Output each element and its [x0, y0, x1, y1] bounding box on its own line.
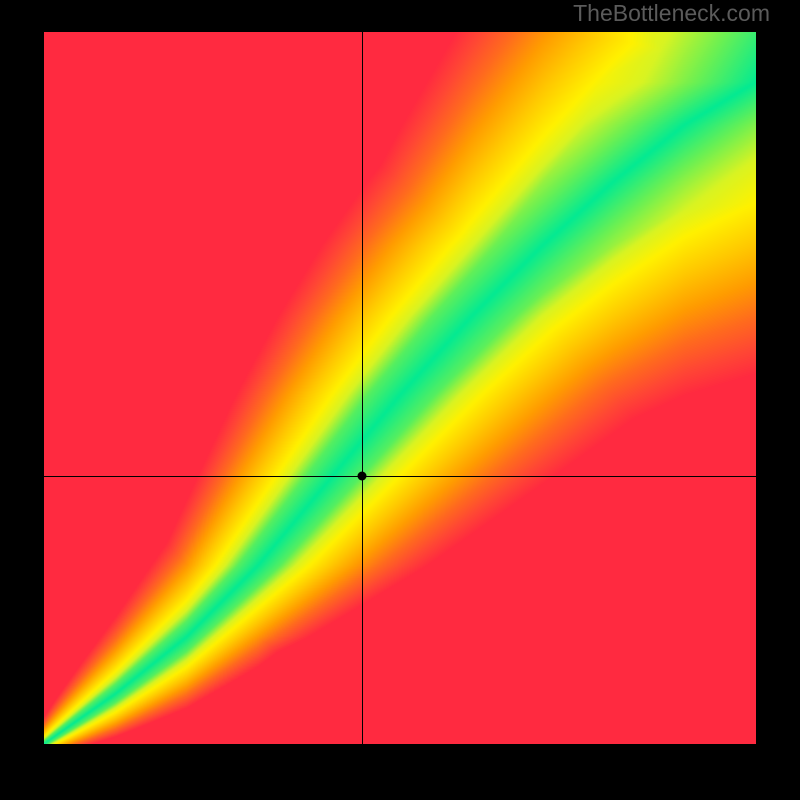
bottleneck-heatmap — [44, 32, 756, 744]
crosshair-marker-dot — [357, 472, 366, 481]
page-root: TheBottleneck.com — [0, 0, 800, 800]
attribution-text: TheBottleneck.com — [573, 0, 770, 27]
heatmap-canvas — [44, 32, 756, 744]
crosshair-vertical — [362, 32, 363, 744]
crosshair-horizontal — [44, 476, 756, 477]
